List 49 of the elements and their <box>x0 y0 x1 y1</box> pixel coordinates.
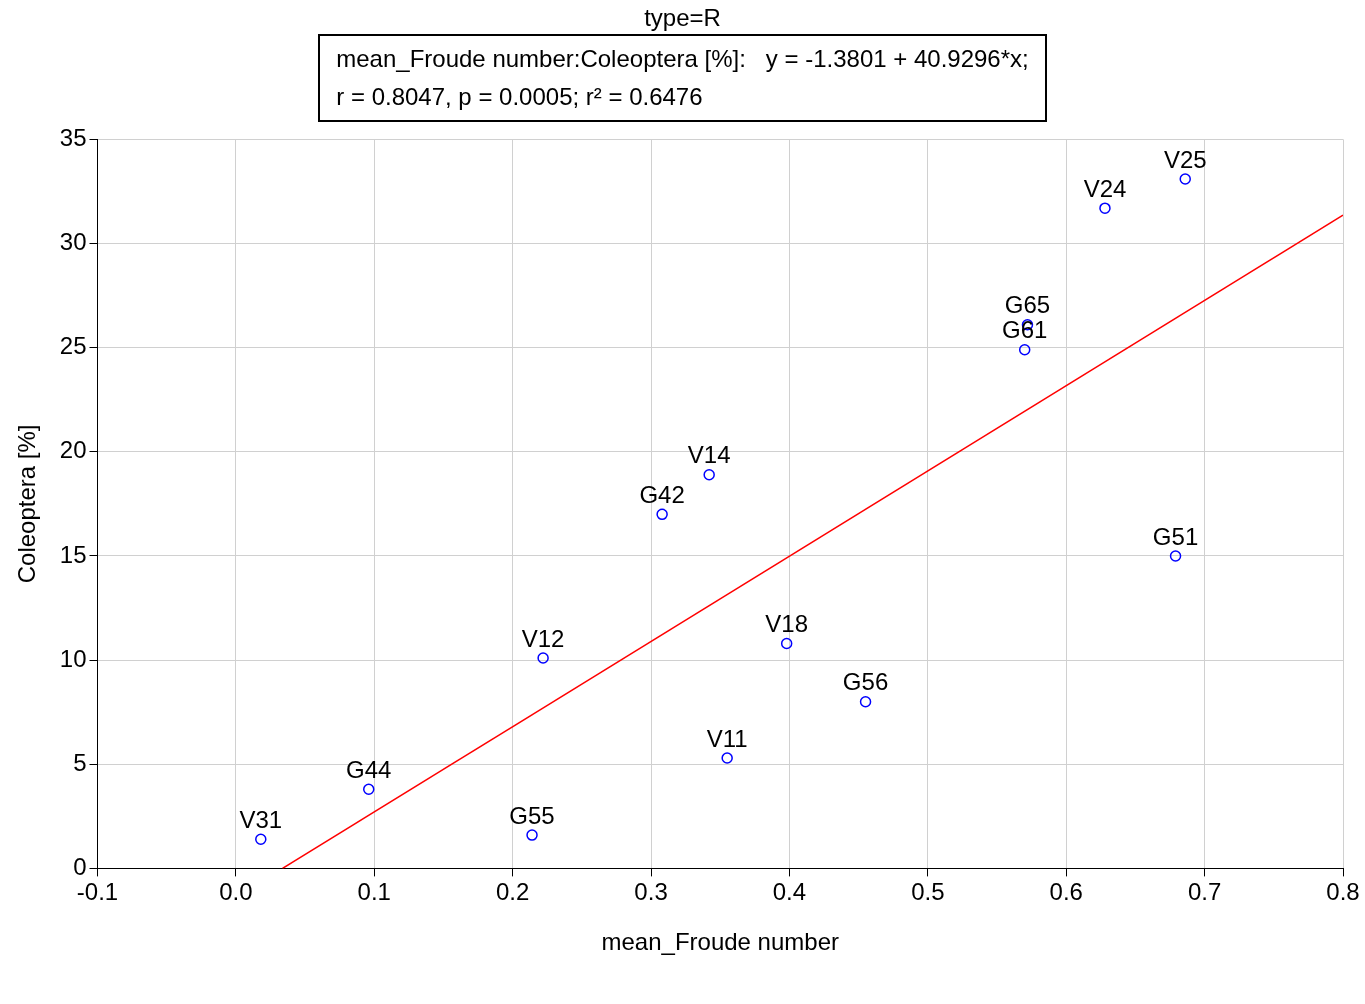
annotation: G44 <box>346 755 392 783</box>
point <box>859 696 872 708</box>
annotation: G42 <box>639 480 685 508</box>
annotation: G56 <box>842 668 889 696</box>
annotation: V14 <box>687 441 731 469</box>
point <box>255 833 267 845</box>
text: mean_Froude number:Coleoptera [%]: y = -1.3801 + 40.9296*x; r = 0.8047, p = 0.0005; r² = 0.6476 <box>318 34 1047 122</box>
annotation: G65 <box>1004 291 1051 319</box>
y-tick-label: 10 <box>59 644 87 672</box>
annotation: G61 <box>1002 316 1048 344</box>
point <box>1179 173 1191 185</box>
y-tick-label: 15 <box>59 540 87 568</box>
x-tick-label: 0.4 <box>772 878 807 906</box>
point <box>1169 550 1182 562</box>
point <box>526 829 538 841</box>
annotation: V11 <box>706 724 748 752</box>
x-axis-title: mean_Froude number <box>601 928 839 956</box>
annotation: V31 <box>239 805 283 833</box>
point <box>1018 344 1031 356</box>
annotation: V25 <box>1163 145 1207 173</box>
y-tick-label: 35 <box>59 124 87 152</box>
point <box>537 652 549 664</box>
point <box>362 783 375 795</box>
x-tick-label: -0.1 <box>76 878 119 906</box>
annotation: G55 <box>509 801 555 829</box>
y-tick-label: 0 <box>73 853 87 881</box>
point <box>656 508 668 521</box>
annotation: V18 <box>765 610 809 638</box>
chart-title: type=R <box>643 3 722 33</box>
x-tick-label: 0.5 <box>911 878 945 906</box>
y-axis-title: Coleoptera [%] <box>13 424 41 584</box>
x-tick-label: 0.2 <box>495 878 530 906</box>
y-tick-label: 20 <box>59 436 87 464</box>
y-tick-label: 30 <box>59 228 87 256</box>
y-tick-label: 25 <box>59 332 87 360</box>
x-tick-label: 0.7 <box>1187 878 1222 906</box>
annotation: G51 <box>1152 522 1199 550</box>
annotation: V24 <box>1083 174 1127 202</box>
point <box>703 468 715 481</box>
point <box>1099 202 1111 214</box>
x-tick-label: 0.0 <box>219 878 253 906</box>
point <box>780 637 793 650</box>
point <box>721 752 733 764</box>
annotation: V12 <box>521 624 565 652</box>
x-tick-label: 0.6 <box>1049 878 1083 906</box>
x-tick-label: 0.1 <box>357 878 391 906</box>
x-tick-label: 0.3 <box>634 878 668 906</box>
y-tick-label: 5 <box>73 748 87 776</box>
x-tick-label: 0.8 <box>1326 878 1360 906</box>
